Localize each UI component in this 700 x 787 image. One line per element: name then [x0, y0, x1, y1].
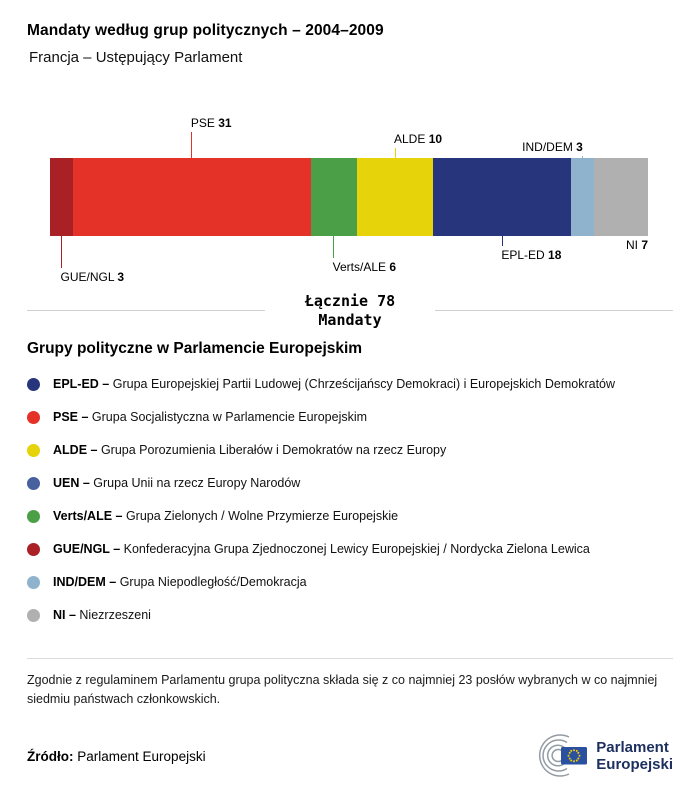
segment-label-verts-ale: Verts/ALE 6	[333, 260, 396, 274]
segment-name: IND/DEM	[522, 140, 577, 154]
legend-list: EPL-ED – Grupa Europejskiej Partii Ludow…	[27, 368, 673, 632]
legend-item-verts-ale: Verts/ALE – Grupa Zielonych / Wolne Przy…	[27, 500, 673, 533]
total-seats-label: Łącznie 78	[304, 292, 396, 310]
legend-label: PSE – Grupa Socjalistyczna w Parlamencie…	[53, 410, 368, 424]
legend-item-ind-dem: IND/DEM – Grupa Niepodległość/Demokracja	[27, 566, 673, 599]
legend-item-gue-ngl: GUE/NGL – Konfederacyjna Grupa Zjednoczo…	[27, 533, 673, 566]
segment-value: 31	[218, 116, 232, 130]
total-divider-left	[27, 310, 265, 312]
segment-value: 10	[428, 132, 443, 146]
stacked-bar	[50, 158, 648, 236]
total-text: Łącznie 78 Mandaty	[265, 292, 435, 330]
legend-color-dot	[27, 476, 40, 490]
source-line: Źródło: Parlament Europejski	[27, 749, 206, 764]
segment-label-pse: PSE 31	[191, 116, 232, 130]
legend-item-alde: ALDE – Grupa Porozumienia Liberałów i De…	[27, 434, 673, 467]
footer: Źródło: Parlament Europejski	[27, 733, 673, 779]
segment-name: GUE/NGL	[60, 270, 118, 284]
page-subtitle: Francja – Ustępujący Parlament	[29, 49, 243, 66]
callout-line-gue-ngl	[60, 236, 62, 268]
segment-label-alde: ALDE 10	[394, 132, 442, 146]
footnote-text: Zgodnie z regulaminem Parlamentu grupa p…	[27, 672, 658, 706]
legend-color-dot	[27, 443, 40, 457]
callout-line-ind-dem	[582, 156, 584, 158]
segment-value: 18	[548, 248, 562, 262]
source-label: Źródło:	[27, 748, 74, 764]
legend-label: Verts/ALE – Grupa Zielonych / Wolne Przy…	[53, 509, 399, 523]
segment-label-ind-dem: IND/DEM 3	[522, 140, 583, 154]
legend-color-dot	[27, 575, 40, 589]
segment-name: PSE	[190, 116, 219, 130]
legend-color-dot	[27, 377, 40, 391]
legend-heading: Grupy polityczne w Parlamencie Europejsk…	[27, 339, 363, 357]
legend-label: ALDE – Grupa Porozumienia Liberałów i De…	[53, 443, 447, 457]
segment-label-epl-ed: EPL-ED 18	[501, 248, 561, 262]
logo-line2: Europejski	[596, 756, 673, 774]
chart-area: GUE/NGL 3 PSE 31 Verts/ALE 6 ALDE 10 EPL-ED …	[50, 114, 648, 286]
total-divider-right	[435, 310, 673, 312]
bar-segment-epl-ed	[433, 158, 572, 236]
callout-line-epl-ed	[501, 236, 503, 246]
segment-value: 3	[117, 270, 125, 284]
segment-label-ni: NI 7	[626, 238, 648, 252]
total-unit-label: Mandaty	[318, 310, 382, 329]
bar-segment-gue-ngl	[50, 158, 73, 236]
segment-name: ALDE	[394, 132, 429, 146]
legend-label: GUE/NGL – Konfederacyjna Grupa Zjednoczo…	[53, 542, 590, 556]
legend-label: UEN – Grupa Unii na rzecz Europy Narodów	[53, 476, 301, 490]
bar-segment-alde	[356, 158, 434, 236]
bar-segment-verts-ale	[310, 158, 357, 236]
legend-item-ni: NI – Niezrzeszeni	[27, 599, 673, 632]
eu-flag-stars	[567, 749, 581, 763]
page-title: Mandaty według grup politycznych – 2004–…	[27, 22, 384, 39]
eu-flag	[561, 747, 588, 765]
european-parliament-logo: Parlament Europejski	[537, 733, 673, 779]
segment-label-gue-ngl: GUE/NGL 3	[60, 270, 124, 284]
legend-label: NI – Niezrzeszeni	[53, 608, 151, 622]
total-row: Łącznie 78 Mandaty	[27, 292, 673, 330]
legend-color-dot	[27, 608, 40, 622]
legend-color-dot	[27, 542, 40, 556]
callout-line-pse	[191, 132, 193, 158]
logo-line1: Parlament	[596, 738, 669, 756]
bar-segment-ind-dem	[571, 158, 595, 236]
bar-segment-ni	[594, 158, 648, 236]
bar-segment-pse	[73, 158, 311, 236]
footnote-divider	[27, 657, 673, 659]
legend-label: IND/DEM – Grupa Niepodległość/Demokracja	[53, 575, 307, 589]
legend-color-dot	[27, 410, 40, 424]
segment-value: 6	[389, 260, 397, 274]
ep-hemicycle-flag-icon	[539, 734, 588, 777]
legend-label: EPL-ED – Grupa Europejskiej Partii Ludow…	[53, 377, 616, 391]
legend-color-dot	[27, 509, 40, 523]
segment-value: 7	[641, 238, 648, 252]
logo-wordmark: Parlament Europejski	[596, 739, 673, 774]
callout-line-verts-ale	[333, 236, 335, 258]
source-value: Parlament Europejski	[77, 748, 206, 764]
segment-name: NI	[625, 238, 642, 252]
segment-value: 3	[576, 140, 583, 154]
legend-item-pse: PSE – Grupa Socjalistyczna w Parlamencie…	[27, 401, 673, 434]
segment-name: EPL-ED	[501, 248, 549, 262]
segment-name: Verts/ALE	[332, 260, 390, 274]
legend-item-uen: UEN – Grupa Unii na rzecz Europy Narodów	[27, 467, 673, 500]
callout-line-alde	[394, 148, 396, 158]
legend-item-epl-ed: EPL-ED – Grupa Europejskiej Partii Ludow…	[27, 368, 673, 401]
